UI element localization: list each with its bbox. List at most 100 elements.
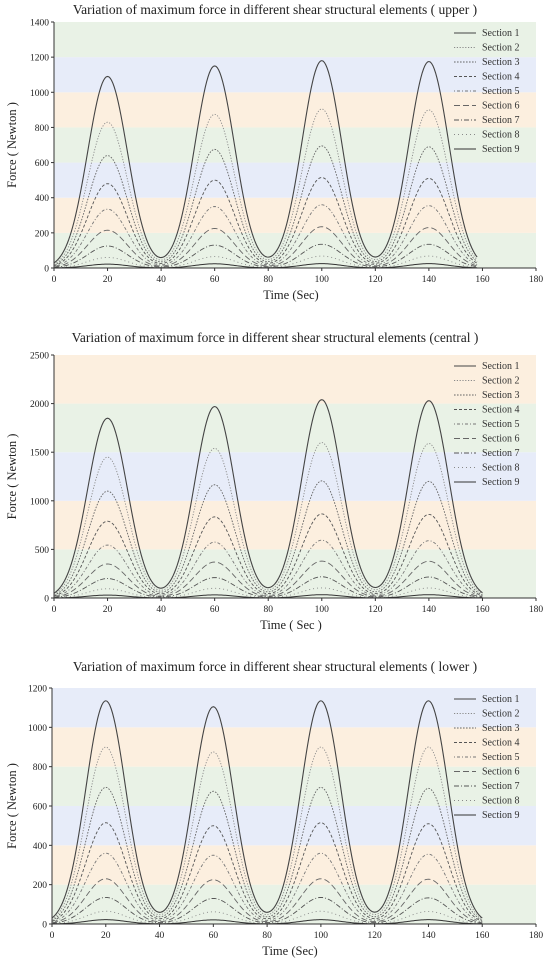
band	[54, 452, 536, 501]
legend-label: Section 7	[482, 781, 520, 792]
series-line-section-8	[53, 587, 483, 599]
band	[52, 688, 536, 728]
legend-label: Section 2	[482, 43, 520, 54]
legend-label: Section 5	[482, 86, 520, 97]
legend-label: Section 7	[482, 448, 520, 459]
chart-title: Variation of maximum force in different …	[72, 659, 478, 674]
chart-panel-lower: Variation of maximum force in different …	[0, 657, 550, 968]
x-tick-label: 180	[529, 605, 544, 615]
x-tick-label: 60	[210, 275, 220, 285]
x-tick-label: 80	[263, 275, 273, 285]
legend-label: Section 2	[482, 376, 520, 387]
chart-panel-upper: Variation of maximum force in different …	[0, 0, 550, 310]
x-tick-label: 40	[156, 605, 166, 615]
band	[54, 57, 536, 93]
chart-panel-central: Variation of maximum force in different …	[0, 328, 550, 638]
legend-label: Section 6	[482, 767, 520, 778]
y-tick-label: 200	[33, 881, 48, 891]
band	[52, 727, 536, 767]
background-bands	[52, 688, 536, 924]
band	[52, 766, 536, 806]
x-tick-label: 0	[52, 605, 57, 615]
series-line-section-3	[51, 786, 483, 921]
band	[54, 92, 536, 128]
series-line-section-9	[51, 919, 483, 925]
x-tick-label: 160	[475, 931, 490, 941]
legend-label: Section 4	[482, 738, 520, 749]
legend-label: Section 1	[482, 361, 520, 372]
series-line-section-1	[51, 700, 483, 919]
y-tick-label: 1500	[30, 449, 49, 459]
y-tick-label: 200	[35, 229, 50, 239]
band	[54, 232, 536, 268]
series-line-section-4	[51, 822, 483, 922]
band	[52, 806, 536, 846]
x-tick-label: 80	[262, 931, 272, 941]
series-line-section-6	[53, 560, 483, 598]
y-tick-label: 400	[33, 842, 48, 852]
band	[54, 549, 536, 598]
x-tick-label: 0	[52, 275, 57, 285]
x-tick-label: 0	[50, 931, 55, 941]
chart-svg-central: 0 500 1000 1500 2000 2500 0 20 40 60 80 100 120 140 16…	[5, 352, 544, 633]
x-tick-label: 140	[422, 605, 437, 615]
series-line-section-7	[53, 243, 478, 268]
legend-label: Section 1	[482, 694, 520, 705]
series-line-section-5	[51, 852, 483, 923]
y-tick-label: 800	[33, 763, 48, 773]
legend: Section 1 Section 2 Section 3 Section 4 Sect…	[454, 28, 520, 155]
series-line-section-3	[53, 145, 478, 266]
x-tick-label: 60	[209, 931, 219, 941]
x-tick-label: 100	[315, 605, 330, 615]
y-tick-label: 1200	[28, 685, 47, 695]
legend-label: Section 4	[482, 405, 520, 416]
legend-label: Section 7	[482, 115, 520, 126]
y-tick-label: 0	[44, 595, 49, 605]
y-axis-title: Force ( Newton )	[5, 102, 19, 188]
series-line-section-2	[51, 746, 483, 920]
series-line-section-9	[53, 263, 478, 269]
series-line-section-4	[53, 177, 478, 267]
y-tick-label: 600	[35, 159, 50, 169]
x-axis-title: Time (Sec)	[262, 944, 317, 958]
y-axis-title: Force ( Newton )	[5, 434, 19, 520]
chart-title: Variation of maximum force in different …	[71, 330, 479, 345]
y-tick-label: 1000	[30, 497, 49, 507]
legend-label: Section 9	[482, 477, 520, 488]
legend: Section 1 Section 2 Section 3 Section 4 Sect…	[454, 361, 520, 488]
series-line-section-9	[53, 594, 483, 599]
legend-label: Section 5	[482, 419, 520, 430]
legend: Section 1 Section 2 Section 3 Section 4 Sect…	[454, 694, 520, 821]
legend-label: Section 4	[482, 72, 520, 83]
x-tick-label: 140	[421, 931, 436, 941]
legend-label: Section 6	[482, 101, 520, 112]
y-tick-label: 2000	[30, 400, 49, 410]
band	[54, 22, 536, 58]
band	[54, 403, 536, 453]
x-tick-label: 160	[475, 605, 490, 615]
legend-label: Section 1	[482, 28, 520, 39]
legend-label: Section 2	[482, 709, 520, 720]
x-tick-label: 20	[103, 275, 113, 285]
legend-label: Section 9	[482, 810, 520, 821]
x-tick-label: 100	[314, 931, 329, 941]
band	[54, 500, 536, 550]
series-line-section-6	[51, 878, 483, 924]
legend-label: Section 8	[482, 130, 520, 141]
series-line-section-1	[53, 399, 483, 594]
series-lines	[51, 700, 483, 925]
x-tick-label: 20	[101, 931, 111, 941]
legend-label: Section 8	[482, 463, 520, 474]
legend-label: Section 3	[482, 390, 520, 401]
series-line-section-4	[53, 513, 483, 597]
background-bands	[54, 355, 536, 598]
y-tick-label: 500	[35, 546, 50, 556]
band	[54, 162, 536, 198]
series-line-section-5	[53, 539, 483, 598]
legend-label: Section 6	[482, 434, 520, 445]
legend-label: Section 3	[482, 723, 520, 734]
y-tick-label: 0	[44, 265, 49, 275]
y-tick-label: 1000	[30, 89, 49, 99]
x-axis-title: Time (Sec)	[263, 288, 318, 302]
